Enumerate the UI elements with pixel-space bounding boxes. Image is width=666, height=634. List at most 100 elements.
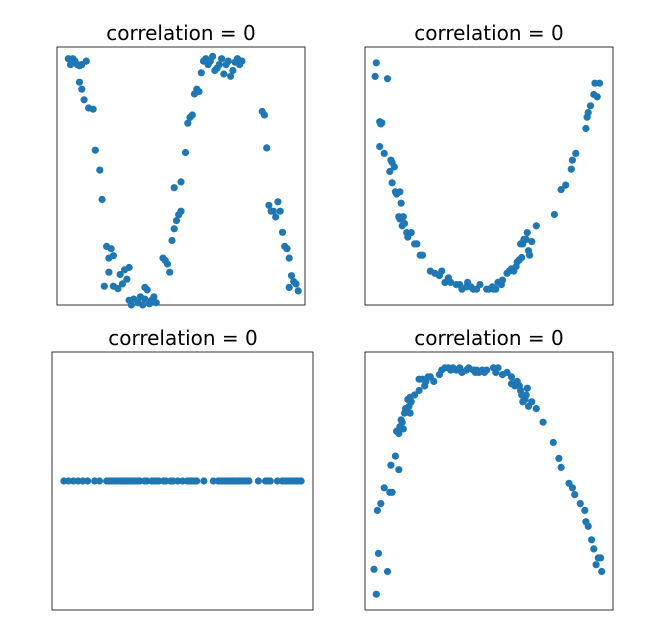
panel-1: correlation = 0: [56, 21, 306, 309]
panel-4-point-72: [528, 398, 536, 406]
panel-1-point-83: [265, 201, 273, 209]
panel-1-point-79: [238, 57, 246, 65]
panel-4-point-81: [576, 500, 584, 508]
panel-2-point-11: [390, 163, 398, 171]
panel-4-point-2: [370, 565, 378, 573]
panel-1-point-51: [177, 207, 185, 215]
panel-4-point-6: [383, 567, 392, 576]
panel-4-point-11: [395, 466, 403, 474]
panel-1-point-91: [283, 245, 291, 253]
panel-4-point-10: [387, 461, 395, 469]
panel-1-point-61: [197, 69, 205, 77]
panel-4-point-89: [597, 554, 605, 562]
panel-3-point-56: [245, 477, 253, 485]
panel-2-point-74: [567, 165, 575, 173]
panel-4-title: correlation = 0: [414, 326, 564, 350]
panel-4-point-73: [532, 405, 540, 413]
panel-4-point-85: [588, 536, 596, 544]
panel-4-point-27: [415, 386, 423, 395]
panel-2-point-67: [526, 251, 534, 259]
panel-1-point-60: [195, 88, 203, 96]
panel-4-point-4: [373, 506, 381, 514]
panel-2-point-72: [557, 186, 565, 194]
panel-4-point-90: [598, 567, 606, 576]
panel-1-point-88: [276, 207, 284, 215]
panel-1-point-9: [75, 78, 84, 86]
panel-3-points: [60, 477, 305, 485]
panel-2-point-84: [595, 79, 604, 87]
panel-2-point-65: [522, 235, 530, 243]
panel-1-point-75: [229, 66, 237, 75]
panel-2-point-27: [413, 240, 421, 248]
panel-4-point-3: [374, 549, 383, 557]
panel-1-point-40: [141, 283, 149, 291]
panel-1-point-57: [188, 111, 196, 119]
panel-1-point-49: [172, 217, 181, 225]
panel-4: correlation = 0: [364, 326, 614, 611]
panel-4-point-9: [388, 488, 396, 496]
panel-1-point-29: [100, 282, 108, 290]
panel-1-point-31: [127, 301, 135, 309]
panel-1-point-8: [82, 57, 90, 65]
panel-1-point-35: [139, 301, 147, 309]
panel-1-point-26: [118, 280, 126, 288]
panel-1-point-97: [294, 287, 302, 295]
panel-2-point-76: [572, 149, 580, 157]
panel-1-point-85: [269, 207, 277, 215]
panel-4-point-18: [397, 416, 405, 424]
panel-4-point-84: [584, 522, 592, 530]
panel-1-point-89: [278, 228, 287, 236]
panel-4-point-76: [555, 454, 563, 462]
panel-2-point-80: [586, 102, 595, 110]
panel-2-plot-area: [364, 46, 614, 306]
panel-4-point-77: [557, 463, 565, 471]
panel-4-point-75: [549, 438, 557, 447]
panel-1-point-11: [80, 96, 88, 104]
panel-2-point-12: [386, 167, 394, 176]
panel-1-point-45: [163, 260, 172, 268]
panel-2-point-68: [523, 229, 531, 237]
panel-1-point-74: [227, 72, 235, 80]
panel-2-point-25: [407, 229, 415, 237]
panel-4-point-70: [523, 384, 531, 392]
panel-3-point-8: [95, 477, 104, 485]
panel-4-point-86: [590, 545, 598, 553]
panel-4-point-55: [494, 364, 502, 372]
panel-4-point-1: [372, 590, 380, 598]
panel-2-point-83: [593, 93, 601, 101]
panel-2-point-8: [380, 149, 388, 157]
panel-1-point-82: [263, 144, 271, 152]
panel-4-point-74: [539, 418, 547, 426]
panel-1-point-71: [220, 70, 228, 78]
panel-1-point-54: [181, 148, 190, 157]
panel-1-point-87: [274, 198, 282, 206]
panel-2-point-22: [400, 219, 409, 228]
panel-1-point-52: [170, 184, 178, 192]
panel-4-point-34: [430, 377, 438, 385]
panel-4-plot-area: [364, 351, 614, 611]
panel-1-point-66: [209, 52, 217, 60]
panel-1-point-47: [168, 236, 176, 245]
panel-2-point-16: [396, 188, 404, 196]
panel-3-point-57: [254, 477, 262, 485]
panel-1-title: correlation = 0: [106, 21, 256, 45]
panel-1-point-92: [285, 254, 293, 262]
panel-3-point-41: [200, 477, 208, 485]
panel-2-point-7: [376, 143, 384, 151]
panel-1-point-27: [123, 275, 131, 283]
panel-4-point-25: [407, 398, 415, 406]
panel-1-point-23: [114, 285, 122, 293]
panel-2-point-79: [584, 109, 592, 117]
panel-1-point-36: [141, 295, 149, 303]
panel-3-point-60: [266, 477, 274, 485]
panel-1-point-14: [91, 146, 99, 154]
panel-1-point-20: [109, 252, 117, 260]
panel-1-point-48: [170, 225, 178, 233]
panel-4-point-12: [391, 452, 399, 460]
panel-4-points: [370, 364, 606, 598]
panel-2-point-29: [418, 251, 427, 259]
panel-2-point-75: [568, 156, 576, 164]
panel-1-point-81: [260, 111, 268, 119]
panel-3-point-40: [193, 477, 201, 485]
